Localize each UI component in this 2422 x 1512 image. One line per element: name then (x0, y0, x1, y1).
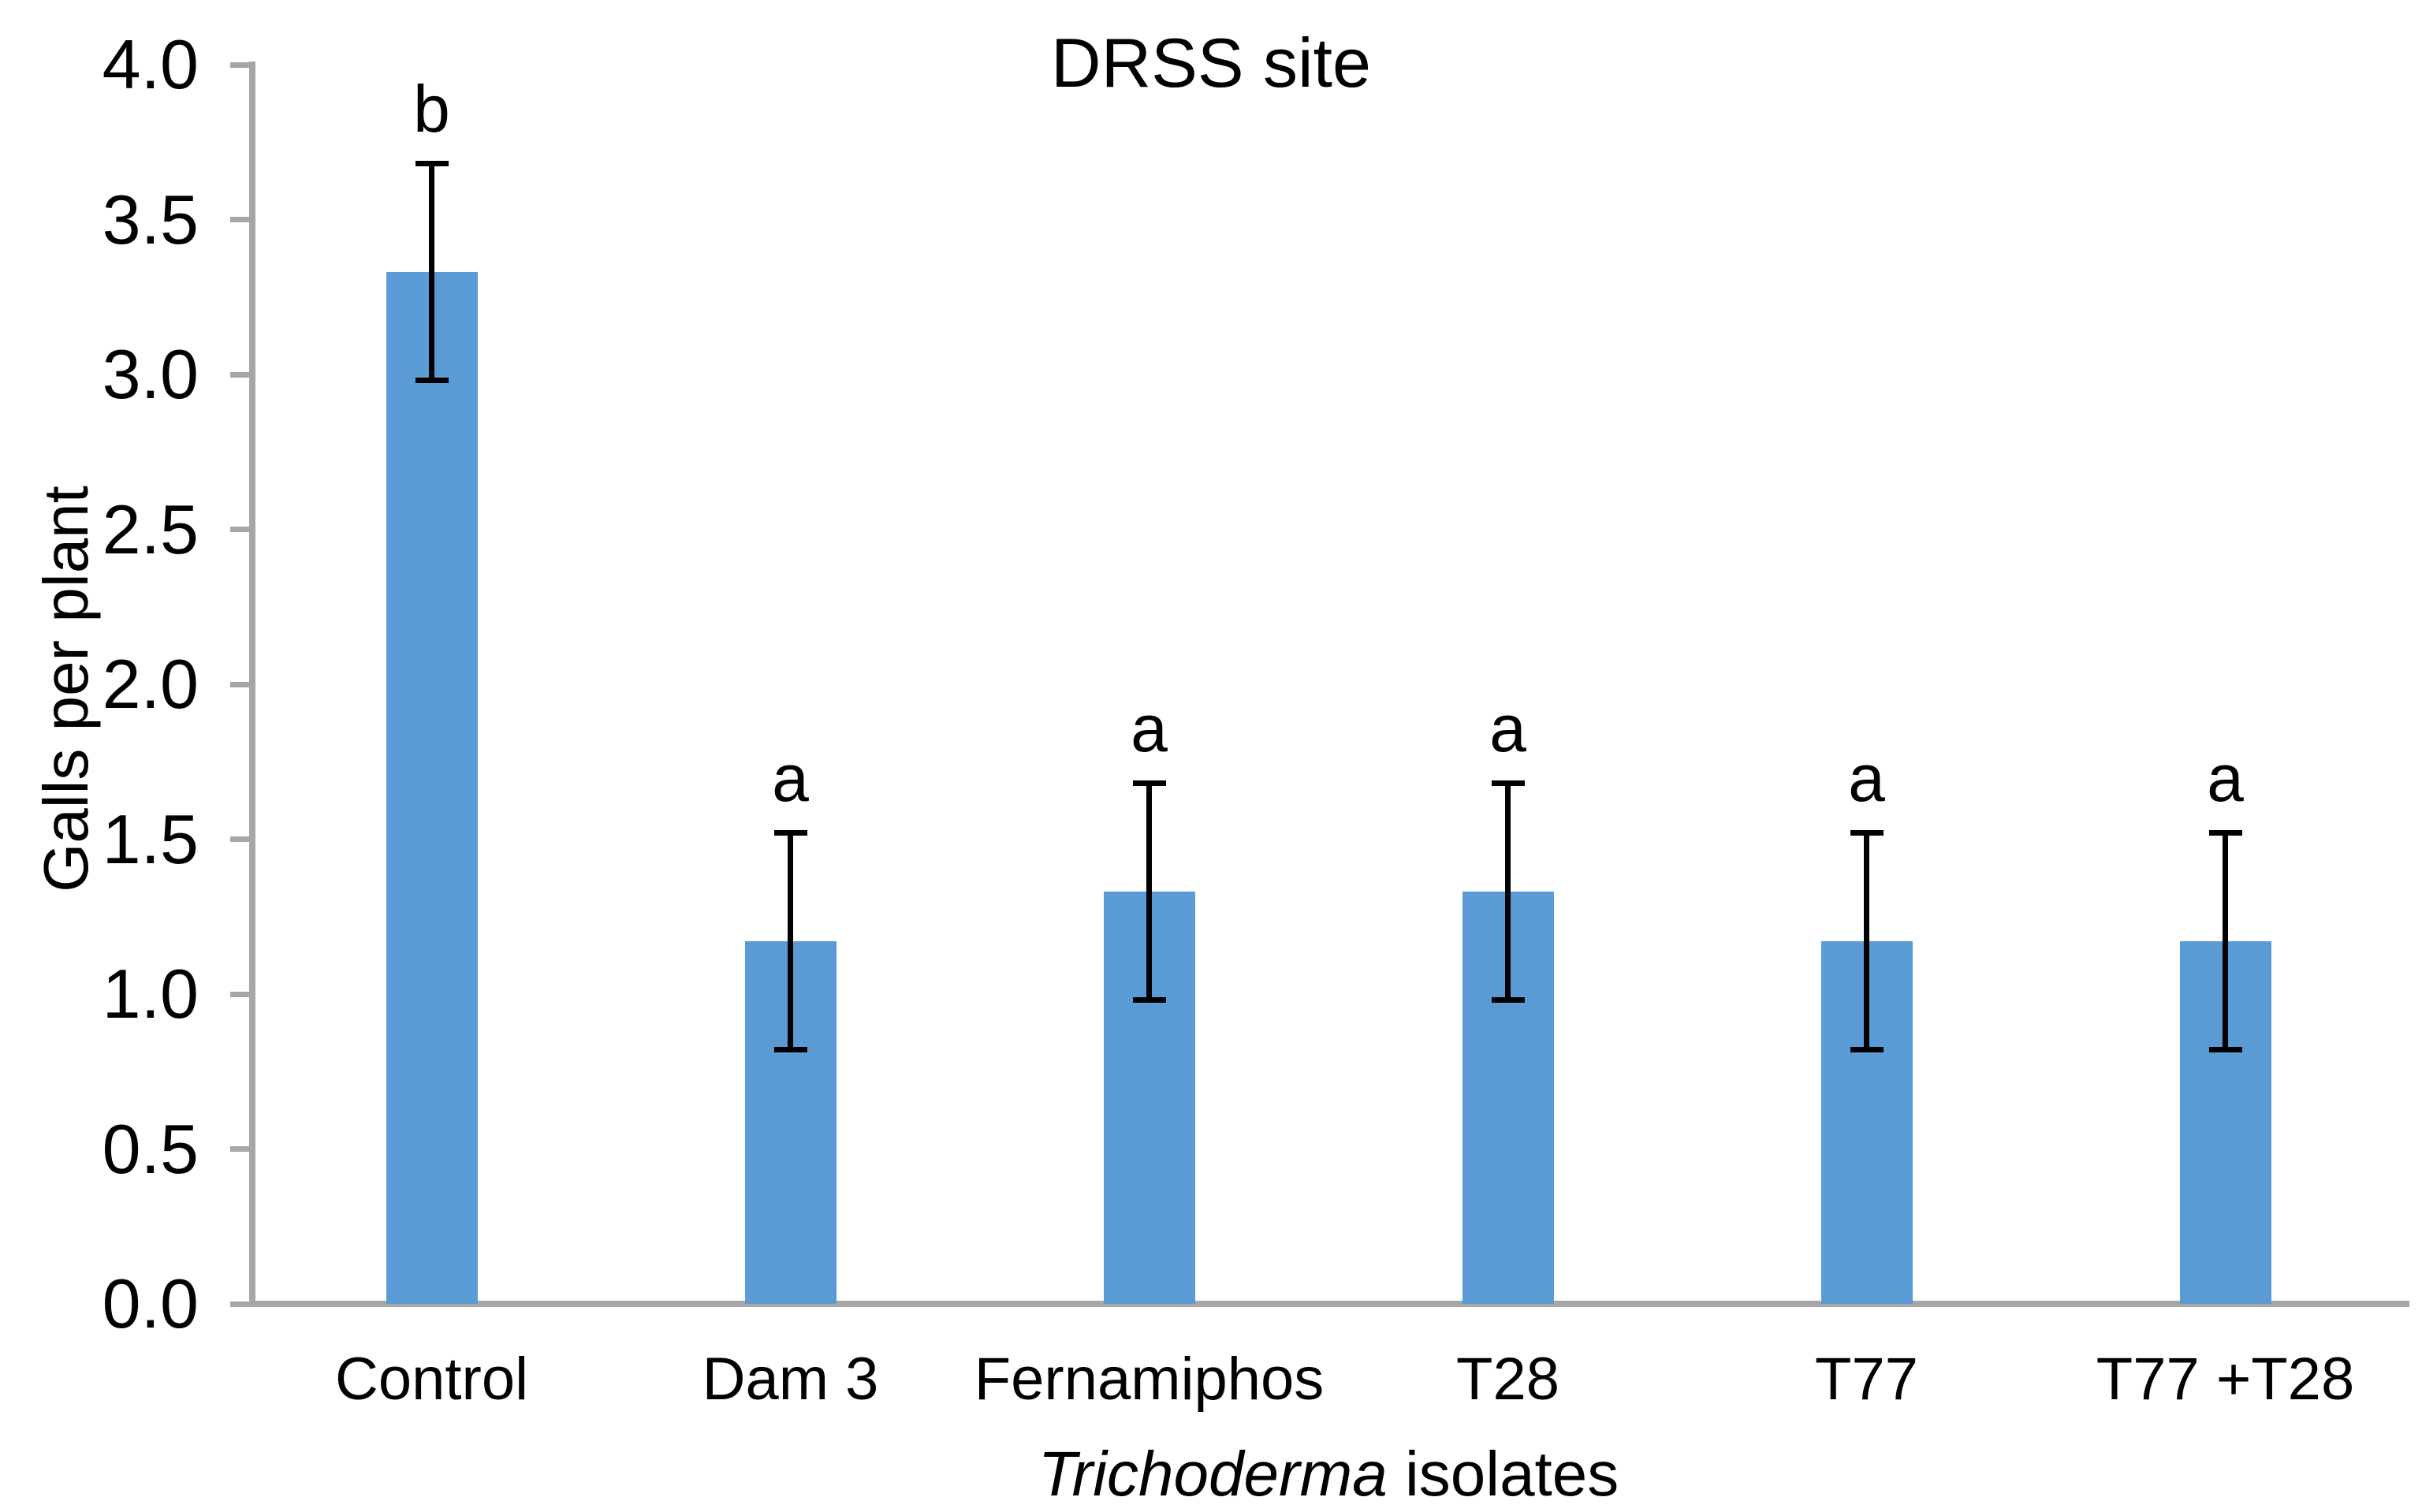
error-bar-cap-bottom (1491, 997, 1525, 1004)
y-tick-label: 0.0 (102, 1264, 199, 1343)
y-tick-label: 3.0 (102, 335, 199, 413)
error-bar (1505, 783, 1511, 1000)
error-bar-cap-bottom (1132, 997, 1166, 1004)
x-axis-title-italic: Trichoderma (1038, 1439, 1388, 1509)
y-tick (230, 1301, 251, 1307)
significance-letter: b (413, 71, 450, 146)
error-bar (429, 163, 434, 381)
y-tick-label: 1.5 (102, 799, 199, 878)
error-bar-cap-top (1132, 780, 1166, 787)
significance-letter: a (1131, 691, 1168, 765)
y-tick (230, 1146, 251, 1152)
chart-title: DRSS site (1051, 24, 1371, 102)
significance-letter: a (772, 740, 809, 815)
y-tick-label: 2.5 (102, 490, 199, 568)
significance-letter: a (2207, 740, 2244, 815)
x-category-label: Dam 3 (702, 1346, 879, 1413)
y-tick (230, 991, 251, 997)
y-tick-label: 1.0 (102, 955, 199, 1033)
x-axis-title-regular: isolates (1387, 1439, 1619, 1509)
y-tick (230, 61, 251, 68)
significance-letter: a (1489, 691, 1526, 765)
y-tick-label: 2.0 (102, 645, 199, 723)
y-tick (230, 217, 251, 222)
error-bar-cap-bottom (773, 1047, 807, 1053)
y-tick (230, 836, 251, 842)
error-bar (788, 832, 793, 1050)
error-bar-cap-top (773, 830, 807, 836)
error-bar-cap-top (1850, 830, 1884, 836)
error-bar (1146, 783, 1152, 1000)
error-bar-cap-top (415, 161, 449, 167)
y-tick (230, 371, 251, 378)
x-category-label: T77 +T28 (2096, 1346, 2355, 1413)
x-category-label: T77 (1815, 1346, 1918, 1413)
x-axis-line (249, 1301, 2409, 1307)
error-bar-cap-bottom (1850, 1047, 1884, 1053)
error-bar-cap-bottom (415, 378, 449, 384)
error-bar-cap-bottom (2208, 1047, 2242, 1053)
y-tick-label: 4.0 (102, 25, 199, 103)
y-tick (230, 527, 251, 532)
bar (386, 272, 478, 1304)
x-category-label: Control (335, 1346, 528, 1413)
significance-letter: a (1848, 740, 1885, 815)
x-category-label: T28 (1456, 1346, 1559, 1413)
x-category-label: Fernamiphos (974, 1346, 1325, 1413)
x-axis-title: Trichoderma isolates (252, 1436, 2405, 1512)
y-tick-label: 0.5 (102, 1109, 199, 1188)
error-bar-cap-top (2208, 830, 2242, 836)
error-bar (1864, 832, 1869, 1050)
error-bar (2223, 832, 2228, 1050)
y-tick (230, 681, 251, 687)
y-tick-label: 3.5 (102, 180, 199, 259)
error-bar-cap-top (1491, 780, 1525, 787)
y-axis-line (249, 61, 255, 1307)
